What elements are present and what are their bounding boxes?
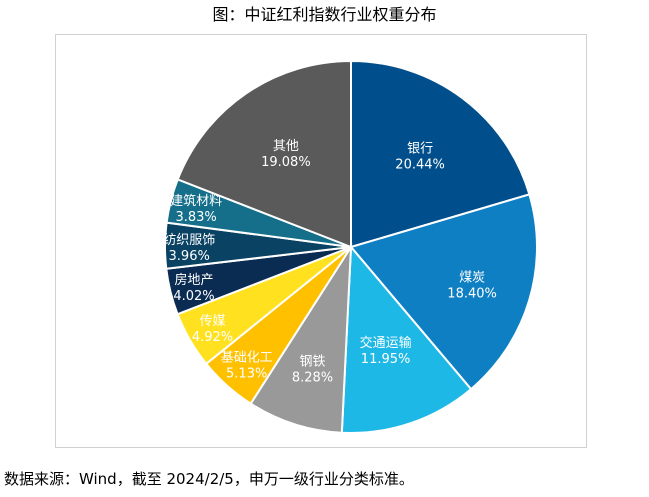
slice-name: 建筑材料 [170, 193, 222, 209]
slice-percent: 18.40% [447, 286, 497, 301]
chart-title: 图：中证红利指数行业权重分布 [212, 5, 437, 24]
slice-name: 传媒 [199, 314, 225, 329]
pie-slice [350, 59, 531, 249]
slice-percent: 4.02% [173, 289, 214, 304]
pie-chart: 银行 20.44% 煤炭 18.40% 交通运输 11.95% 钢铁 8.28% 基础化工 5.1… [163, 59, 538, 434]
slice-label: 银行 20.44% [395, 142, 445, 173]
slice-name: 其他 [273, 139, 299, 154]
slice-label: 交通运输 11.95% [360, 335, 412, 367]
slice-percent: 8.28% [292, 371, 333, 386]
pie-slice [249, 243, 353, 434]
slice-name: 煤炭 [459, 270, 485, 285]
slice-name: 纺织服饰 [163, 233, 215, 248]
slice-label: 煤炭 18.40% [447, 270, 497, 301]
slice-percent: 11.95% [361, 352, 411, 367]
slice-percent: 3.96% [169, 249, 210, 264]
slice-percent: 20.44% [395, 158, 445, 173]
slice-name: 钢铁 [299, 355, 325, 370]
slice-name: 房地产 [174, 272, 213, 288]
slice-label: 纺织服饰 3.96% [163, 233, 215, 264]
slice-percent: 4.92% [192, 330, 233, 345]
pie-slice [176, 59, 352, 249]
slice-percent: 19.08% [261, 155, 311, 170]
source-note: 数据来源：Wind，截至 2024/2/5，申万一级行业分类标准。 [4, 470, 414, 488]
slice-label: 其他 19.08% [261, 139, 311, 170]
chart-frame: 银行 20.44% 煤炭 18.40% 交通运输 11.95% 钢铁 8.28% 基础化工 5.1… [55, 34, 587, 448]
slice-name: 交通运输 [360, 335, 412, 351]
slice-label: 房地产 4.02% [173, 272, 214, 304]
slice-label: 基础化工 5.13% [221, 350, 273, 381]
slice-label: 钢铁 8.28% [292, 355, 333, 386]
slice-percent: 5.13% [226, 366, 267, 381]
slice-percent: 3.83% [175, 210, 216, 225]
slice-name: 基础化工 [221, 350, 273, 365]
slice-label: 建筑材料 3.83% [170, 193, 222, 225]
slice-label: 传媒 4.92% [192, 314, 233, 345]
slice-name: 银行 [407, 142, 433, 157]
pie-slice [340, 244, 473, 434]
pie-slice [349, 193, 538, 391]
